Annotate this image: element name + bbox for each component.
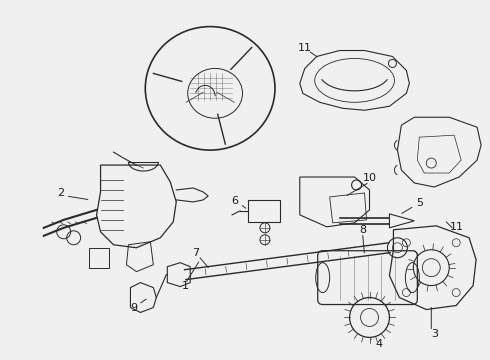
Text: 3: 3 (431, 329, 438, 339)
Text: 9: 9 (130, 302, 137, 312)
Text: 7: 7 (192, 248, 199, 258)
Text: 8: 8 (359, 225, 366, 235)
Text: 11: 11 (450, 222, 464, 232)
Text: 6: 6 (232, 196, 239, 206)
Text: 1: 1 (182, 280, 189, 291)
Text: 4: 4 (376, 339, 383, 349)
Text: 5: 5 (416, 198, 423, 208)
Text: 10: 10 (363, 173, 376, 183)
Text: 2: 2 (57, 188, 64, 198)
Text: 11: 11 (298, 42, 312, 53)
